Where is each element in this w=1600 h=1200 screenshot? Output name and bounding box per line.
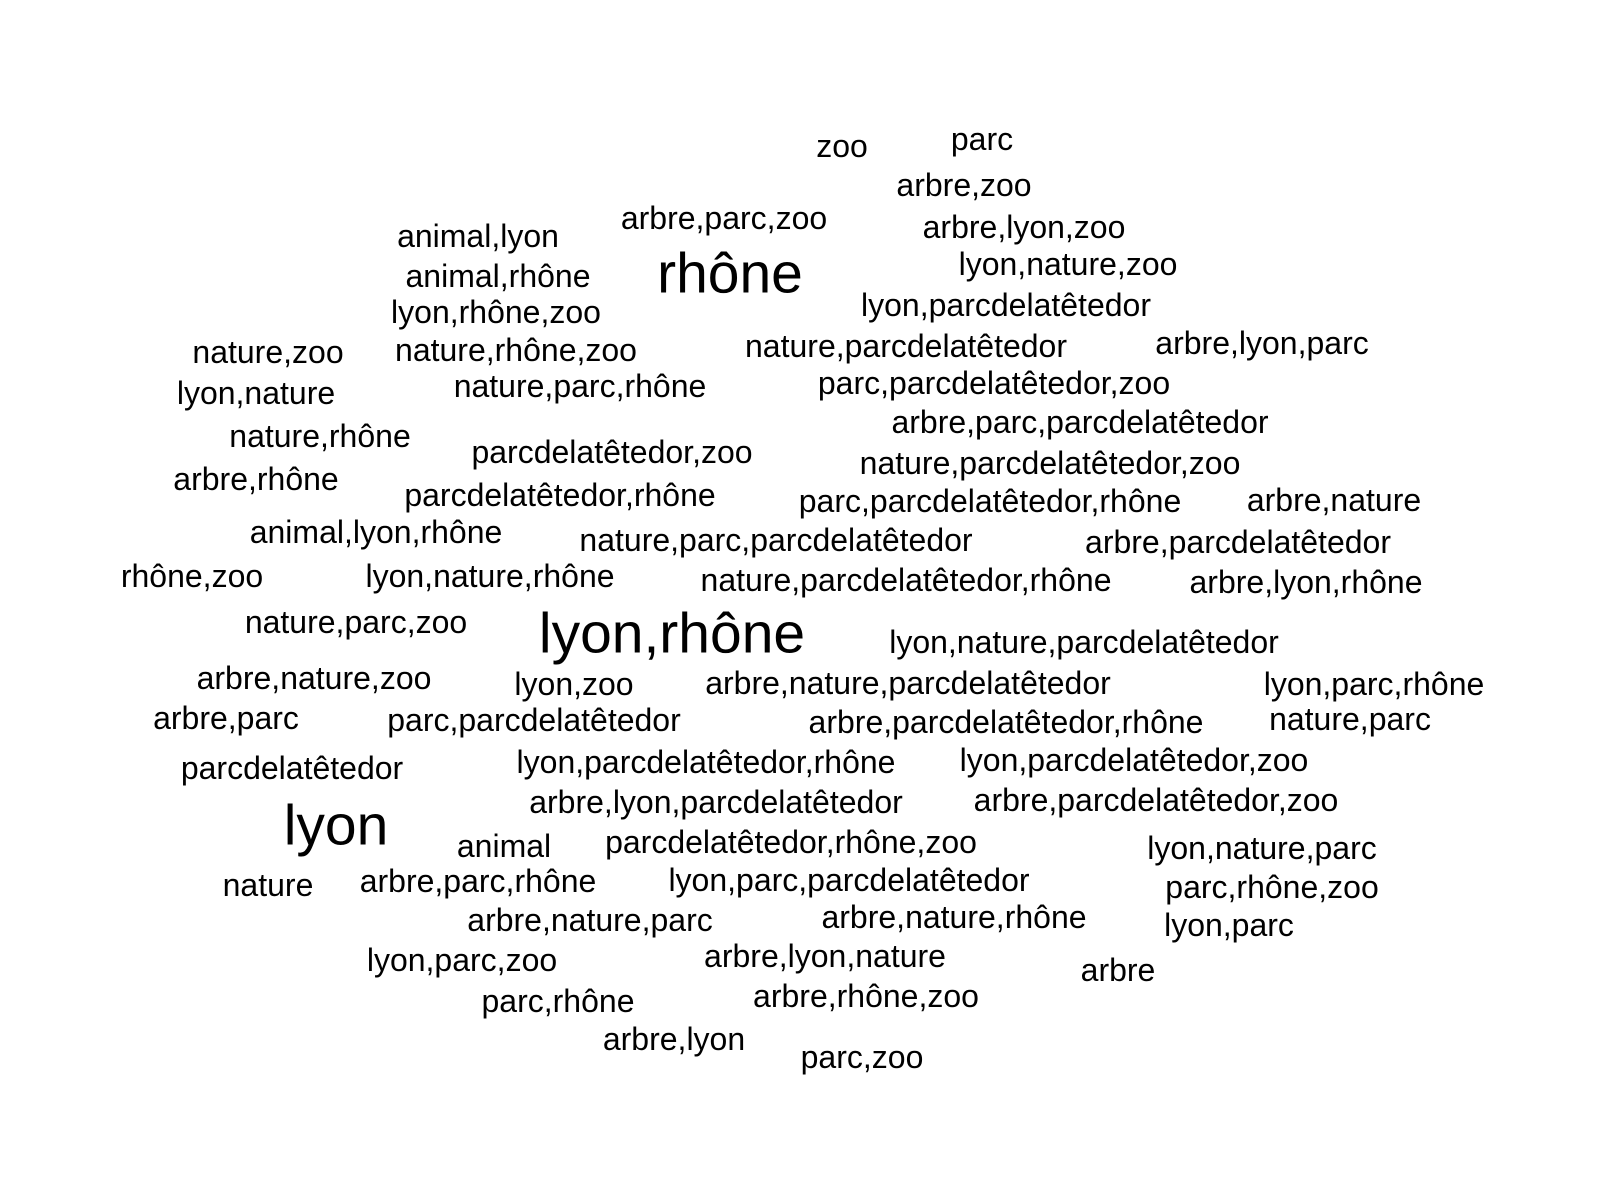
cloud-word: parcdelatêtedor <box>180 750 404 786</box>
cloud-word: arbre <box>1080 952 1156 988</box>
cloud-word: parcdelatêtedor,rhône,zoo <box>605 824 977 860</box>
cloud-word: lyon,nature,parc <box>1147 830 1377 866</box>
cloud-word: lyon,parc,rhône <box>1263 666 1485 702</box>
cloud-word: arbre,parc,rhône <box>359 863 597 899</box>
cloud-word: lyon,rhône,zoo <box>391 294 601 330</box>
cloud-word: lyon,parc,parcdelatêtedor <box>668 862 1030 898</box>
cloud-word: arbre,parcdelatêtedor <box>1085 524 1391 560</box>
cloud-word: nature,parcdelatêtedor,rhône <box>700 562 1112 598</box>
cloud-word: nature,parcdelatêtedor,zoo <box>859 445 1241 481</box>
cloud-word: lyon,parc <box>1164 907 1294 943</box>
cloud-word: parcdelatêtedor,rhône <box>404 477 716 513</box>
cloud-word: nature,parcdelatêtedor <box>745 328 1067 364</box>
cloud-word: arbre,parc,zoo <box>620 200 828 236</box>
cloud-word: nature,rhône <box>229 418 411 454</box>
cloud-word: parc,zoo <box>800 1039 924 1075</box>
cloud-word: parc,parcdelatêtedor,rhône <box>798 483 1182 519</box>
cloud-word: arbre,lyon,nature <box>704 938 946 974</box>
cloud-word: parc,rhône,zoo <box>1165 869 1379 905</box>
cloud-word: arbre,nature,parcdelatêtedor <box>705 665 1111 701</box>
cloud-word: nature,parc,zoo <box>244 604 468 640</box>
cloud-word: arbre,lyon,rhône <box>1189 564 1423 600</box>
cloud-word: lyon,nature <box>176 375 336 411</box>
cloud-word: lyon,nature,parcdelatêtedor <box>889 624 1279 660</box>
cloud-word: parcdelatêtedor,zoo <box>471 434 753 470</box>
cloud-word: arbre,nature,rhône <box>821 899 1087 935</box>
cloud-word: lyon,zoo <box>514 666 634 702</box>
cloud-word: arbre,rhône,zoo <box>753 978 979 1014</box>
cloud-word: nature,parc,parcdelatêtedor <box>579 522 973 558</box>
cloud-word: nature,parc,rhône <box>453 368 707 404</box>
cloud-word: nature,parc <box>1269 701 1431 737</box>
cloud-word: animal,lyon <box>397 218 559 254</box>
cloud-word: parc <box>950 121 1014 157</box>
cloud-word: parc,rhône <box>481 983 635 1019</box>
cloud-word: arbre,parc <box>153 700 299 736</box>
cloud-word: arbre,lyon,parc <box>1155 325 1369 361</box>
cloud-word: animal <box>456 828 552 864</box>
cloud-word: animal,lyon,rhône <box>249 514 503 550</box>
cloud-word: arbre,lyon,parcdelatêtedor <box>529 784 903 820</box>
cloud-word: lyon,parcdelatêtedor <box>861 287 1151 323</box>
cloud-word: arbre,parc,parcdelatêtedor <box>891 404 1269 440</box>
cloud-word: lyon,parcdelatêtedor,rhône <box>516 744 896 780</box>
cloud-word: lyon,rhône <box>538 601 806 666</box>
cloud-word: arbre,lyon <box>602 1021 746 1057</box>
cloud-word: arbre,parcdelatêtedor,rhône <box>808 704 1204 740</box>
cloud-word: zoo <box>816 128 868 164</box>
cloud-word: lyon,nature,zoo <box>958 246 1178 282</box>
cloud-word: lyon,parcdelatêtedor,zoo <box>959 742 1309 778</box>
cloud-word: nature <box>222 867 314 903</box>
cloud-word: rhône <box>657 241 803 306</box>
cloud-word: rhône,zoo <box>120 558 264 594</box>
cloud-word: arbre,zoo <box>896 167 1032 203</box>
cloud-word: arbre,nature,parc <box>467 902 713 938</box>
cloud-word: animal,rhône <box>405 258 591 294</box>
cloud-word: lyon,nature,rhône <box>365 558 615 594</box>
cloud-word: lyon,parc,zoo <box>366 942 558 978</box>
cloud-word: lyon <box>283 793 389 858</box>
cloud-word: arbre,parcdelatêtedor,zoo <box>973 782 1339 818</box>
cloud-word: nature,rhône,zoo <box>395 332 637 368</box>
cloud-word: arbre,nature,zoo <box>196 660 432 696</box>
cloud-word: nature,zoo <box>192 334 344 370</box>
cloud-word: parc,parcdelatêtedor <box>387 702 681 738</box>
cloud-word: arbre,lyon,zoo <box>922 209 1126 245</box>
cloud-word: arbre,nature <box>1246 482 1422 518</box>
cloud-word: parc,parcdelatêtedor,zoo <box>817 365 1171 401</box>
cloud-word: arbre,rhône <box>173 461 339 497</box>
